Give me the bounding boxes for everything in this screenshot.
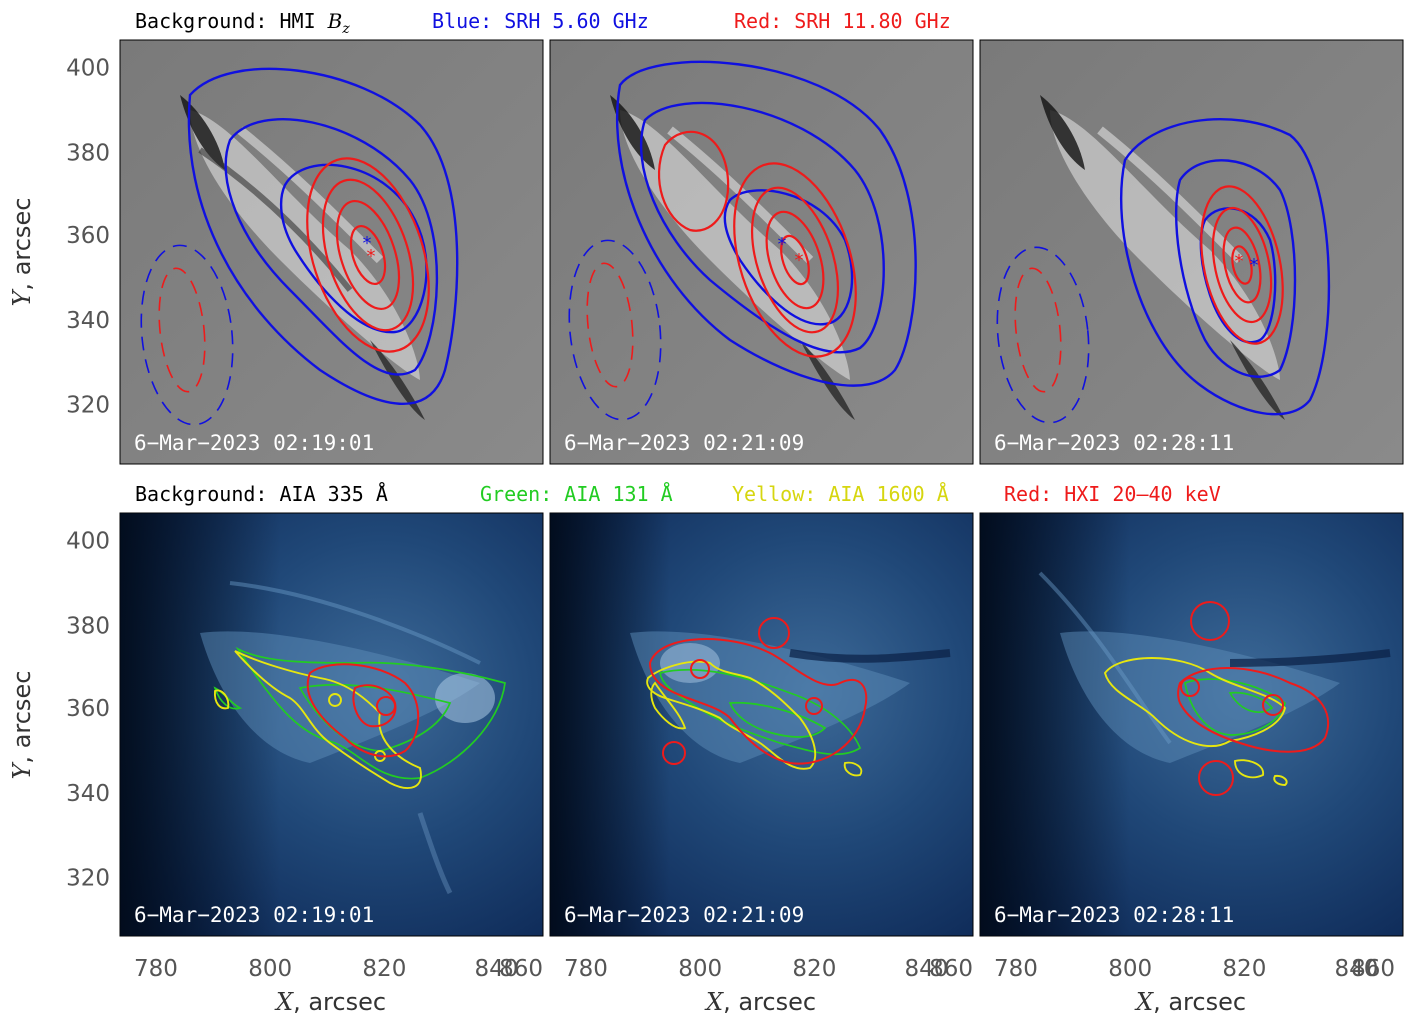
- timestamp: 6−Mar−2023 02:19:01: [134, 903, 374, 927]
- x-axis-label-3: X, arcsec: [1134, 988, 1246, 1016]
- svg-text:*: *: [1235, 251, 1244, 272]
- x-tick-label: 840: [905, 956, 949, 982]
- top-legend-red: Red: SRH 11.80 GHz: [734, 9, 951, 33]
- y-axis-label-top: Y, arcsec: [8, 198, 36, 307]
- svg-text:*: *: [367, 246, 376, 267]
- y-tick-label: 360: [66, 696, 110, 722]
- y-tick-label: 340: [66, 781, 110, 807]
- bottom-legend-green: Green: AIA 131 Å: [480, 482, 673, 506]
- x-tick-label: 800: [678, 956, 722, 982]
- y-tick-label: 400: [66, 56, 110, 82]
- y-tick-label: 340: [66, 308, 110, 334]
- y-axis-ticks: 400 380 360 340 320 400 380 360 340 320: [66, 56, 110, 892]
- radio-panel-1: * * 6−Mar−2023 02:19:01: [119, 39, 544, 465]
- euv-panels: 6−Mar−2023 02:19:01 6−Mar−2023 02:21:09: [119, 512, 1404, 937]
- timestamp: 6−Mar−2023 02:28:11: [994, 431, 1234, 455]
- timestamp: 6−Mar−2023 02:28:11: [994, 903, 1234, 927]
- euv-panel-1: 6−Mar−2023 02:19:01: [119, 512, 544, 937]
- x-tick-label: 840: [1335, 956, 1379, 982]
- svg-text:*: *: [778, 234, 787, 255]
- x-tick-label: 780: [564, 956, 608, 982]
- x-axis-label-1: X, arcsec: [274, 988, 386, 1016]
- timestamp: 6−Mar−2023 02:21:09: [564, 903, 804, 927]
- svg-text:*: *: [795, 250, 804, 271]
- y-axis-label-bottom: Y, arcsec: [8, 671, 36, 780]
- x-tick-label: 860: [1351, 956, 1395, 982]
- y-tick-label: 320: [66, 393, 110, 419]
- y-tick-label: 400: [66, 529, 110, 555]
- euv-panel-2: 6−Mar−2023 02:21:09: [549, 512, 974, 937]
- x-tick-label: 840: [475, 956, 519, 982]
- x-tick-label: 820: [1222, 956, 1266, 982]
- x-axis-label-2: X, arcsec: [704, 988, 816, 1016]
- radio-panel-3: * * 6−Mar−2023 02:28:11: [979, 39, 1404, 465]
- timestamp: 6−Mar−2023 02:21:09: [564, 431, 804, 455]
- y-tick-label: 320: [66, 866, 110, 892]
- y-tick-label: 380: [66, 140, 110, 166]
- bottom-legend-red: Red: HXI 20–40 keV: [1004, 482, 1221, 506]
- radio-panel-2: * * 6−Mar−2023 02:21:09: [549, 39, 974, 465]
- x-tick-label: 820: [362, 956, 406, 982]
- timestamp: 6−Mar−2023 02:19:01: [134, 431, 374, 455]
- x-tick-label: 780: [994, 956, 1038, 982]
- svg-text:*: *: [363, 233, 372, 254]
- x-tick-label: 860: [499, 956, 543, 982]
- y-tick-label: 380: [66, 613, 110, 639]
- top-legend-background: Background: HMI Bz: [135, 9, 350, 37]
- top-legend-blue: Blue: SRH 5.60 GHz: [432, 9, 649, 33]
- x-tick-label: 780: [134, 956, 178, 982]
- radio-panels: * * 6−Mar−2023 02:19:01 * * 6: [119, 39, 1404, 465]
- y-tick-label: 360: [66, 223, 110, 249]
- x-tick-label: 860: [929, 956, 973, 982]
- x-tick-label: 820: [792, 956, 836, 982]
- euv-panel-3: 6−Mar−2023 02:28:11: [979, 512, 1404, 937]
- bottom-legend-background: Background: AIA 335 Å: [135, 482, 388, 506]
- svg-text:*: *: [1250, 255, 1259, 276]
- x-tick-label: 800: [248, 956, 292, 982]
- x-tick-label: 800: [1108, 956, 1152, 982]
- bottom-legend-yellow: Yellow: AIA 1600 Å: [732, 482, 949, 506]
